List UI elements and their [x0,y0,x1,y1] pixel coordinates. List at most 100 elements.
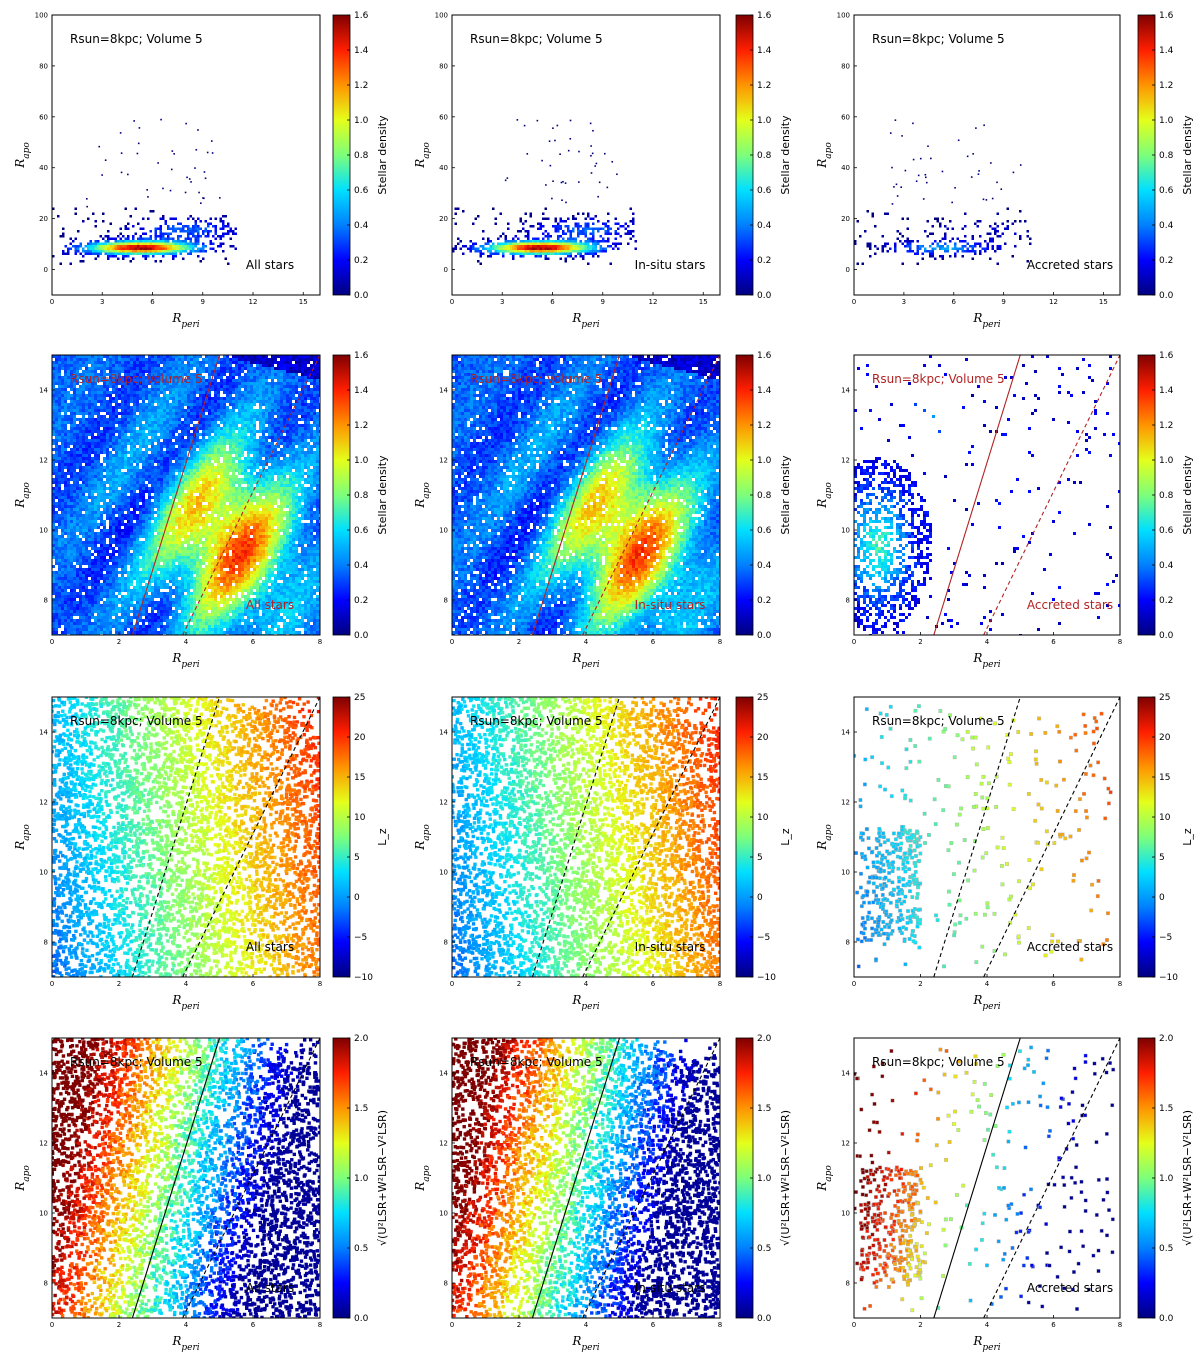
density-cell [181,463,184,466]
density-cell [265,364,268,367]
density-cell [163,421,166,424]
density-cell [494,217,497,220]
density-cell [271,391,274,394]
density-cell [452,250,455,253]
density-cell [79,448,82,451]
density-cell [295,463,298,466]
density-cell [1014,232,1017,235]
density-cell [238,466,241,469]
density-cell [504,237,507,240]
density-cell [52,424,55,427]
density-cell [124,400,127,403]
density-cell [934,257,937,260]
density-cell [167,237,170,240]
density-cell [133,454,136,457]
density-cell [109,391,112,394]
density-cell [117,252,120,255]
density-cell [196,400,199,403]
density-cell [219,237,222,240]
density-cell [280,379,283,382]
density-cell [85,421,88,424]
density-cell [217,448,220,451]
density-cell [289,394,292,397]
density-cell [557,237,560,240]
density-cell [482,252,485,255]
density-cell [79,394,82,397]
density-cell [295,382,298,385]
density-cell [199,421,202,424]
density-cell [549,242,552,245]
density-cell [114,242,117,245]
density-cell [112,370,115,373]
density-cell [283,436,286,439]
density-cell [229,376,232,379]
density-cell [292,460,295,463]
density-cell [289,391,292,394]
density-cell [286,355,289,358]
density-cell [310,364,313,367]
density-cell [286,400,289,403]
density-cell [931,242,934,245]
density-cell [971,235,974,238]
y-tick-label: 40 [39,164,48,172]
density-cell [577,247,580,250]
density-cell [208,430,211,433]
density-cell [94,442,97,445]
density-cell [136,415,139,418]
density-cell [172,412,175,415]
density-cell [537,222,540,225]
density-cell [212,235,215,238]
density-cell [94,367,97,370]
density-cell [259,412,262,415]
density-cell [307,394,310,397]
density-cell [594,165,597,167]
density-cell [157,445,160,448]
density-cell [202,436,205,439]
density-cell [199,382,202,385]
density-cell [286,376,289,379]
density-cell [223,400,226,403]
density-cell [241,463,244,466]
density-cell [235,412,238,415]
density-cell [181,412,184,415]
density-cell [112,358,115,361]
density-cell [552,250,555,253]
density-cell [61,355,64,358]
density-cell [214,370,217,373]
density-cell [115,361,118,364]
density-cell [124,207,127,210]
density-cell [199,418,202,421]
density-cell [109,412,112,415]
density-cell [235,475,238,478]
density-cell [271,418,274,421]
density-cell [181,421,184,424]
density-cell [274,361,277,364]
density-cell [262,427,265,430]
density-cell [178,424,181,427]
density-cell [205,475,208,478]
density-cell [247,391,250,394]
density-cell [226,409,229,412]
density-cell [121,406,124,409]
density-cell [52,439,55,442]
density-cell [280,388,283,391]
density-cell [202,257,205,260]
density-cell [142,439,145,442]
density-cell [602,240,605,243]
density-cell [295,361,298,364]
density-cell [534,250,537,253]
density-cell [301,370,304,373]
colorbar-tick-label: 0.2 [1159,256,1173,266]
density-cell [274,367,277,370]
density-cell [283,406,286,409]
density-cell [115,373,118,376]
density-cell [226,376,229,379]
density-cell [292,451,295,454]
density-cell [256,442,259,445]
density-cell [134,240,137,243]
density-cell [181,469,184,472]
density-cell [259,448,262,451]
density-cell [220,370,223,373]
density-cell [244,412,247,415]
density-cell [469,247,472,250]
